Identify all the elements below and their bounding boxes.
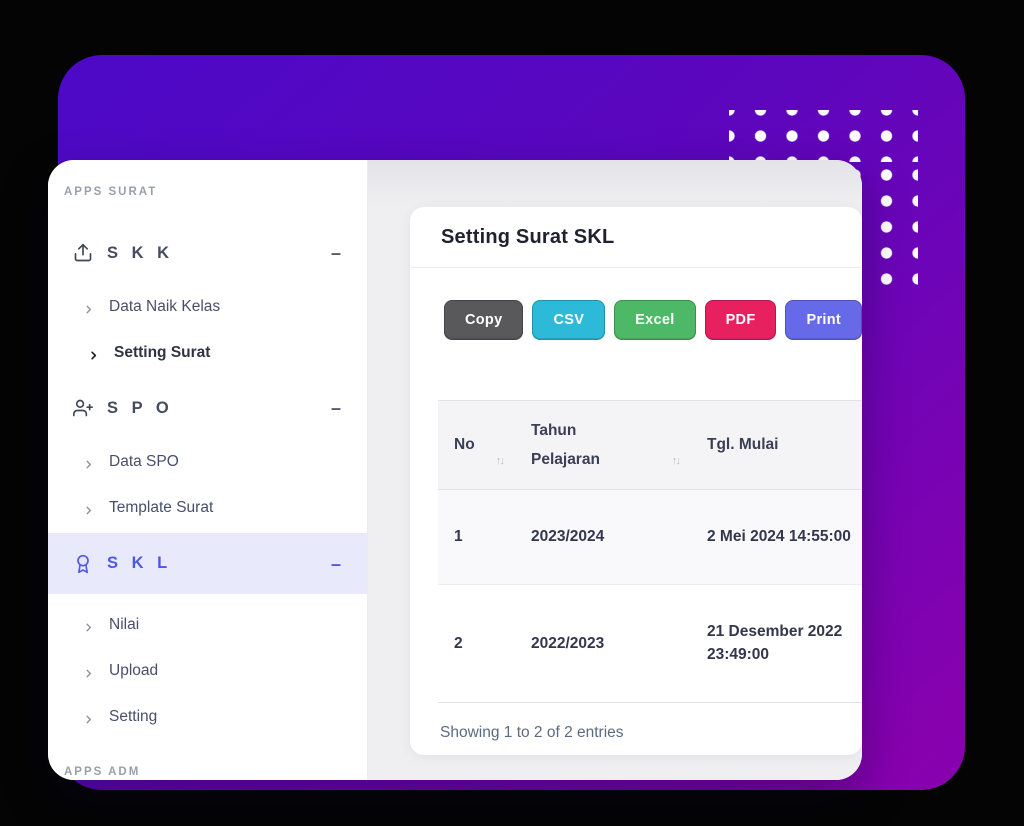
sidebar-group-skk[interactable]: S K K – [48,230,367,276]
setting-surat-skl-card: Setting Surat SKL Copy CSV Excel PDF Pri… [410,207,862,755]
pdf-button[interactable]: PDF [704,300,777,340]
sidebar-item-setting[interactable]: Setting [48,694,367,740]
sidebar-group-spo[interactable]: S P O – [48,385,367,431]
cell-tgl: 2 Mei 2024 14:55:00 [707,528,851,545]
chevron-right-icon [83,302,94,313]
sidebar-group-label: S K K [107,243,174,262]
cell-no: 2 [454,634,463,652]
csv-button[interactable]: CSV [532,300,606,340]
upload-icon [73,242,93,264]
main-content-area: Setting Surat SKL Copy CSV Excel PDF Pri… [368,160,862,780]
sidebar-group-skl[interactable]: S K L – [48,533,367,594]
sidebar-group-label: S P O [107,398,174,417]
chevron-right-icon [83,457,94,468]
table-entries-info: Showing 1 to 2 of 2 entries [440,724,624,742]
print-button[interactable]: Print [785,300,862,340]
sort-arrows-icon: ↑↓ [672,455,681,467]
sidebar-item-data-naik-kelas[interactable]: Data Naik Kelas [48,284,367,330]
export-toolbar: Copy CSV Excel PDF Print [410,268,862,340]
column-header-tgl-mulai[interactable]: Tgl. Mulai ↑↓ [691,400,862,490]
sidebar-section-apps-surat: APPS SURAT [64,186,158,198]
sidebar-item-upload[interactable]: Upload [48,648,367,694]
excel-button[interactable]: Excel [614,300,696,340]
table-header-row: No ↑↓ Tahun Pelajaran ↑↓ Tgl. Mulai ↑↓ [438,400,862,490]
table-row: 2 2022/2023 21 Desember 2022 23:49:00 [438,585,862,703]
chevron-right-icon [83,620,94,631]
chevron-right-icon [83,712,94,723]
collapse-minus-icon: – [330,398,341,418]
card-header: Setting Surat SKL [410,207,862,268]
sort-arrows-icon: ↑↓ [496,455,505,467]
dot-pattern-top [729,110,918,162]
settings-table: No ↑↓ Tahun Pelajaran ↑↓ Tgl. Mulai ↑↓ [438,400,862,703]
sidebar-item-nilai[interactable]: Nilai [48,602,367,648]
copy-button[interactable]: Copy [444,300,524,340]
sidebar-item-setting-surat[interactable]: Setting Surat [48,330,367,376]
dot-pattern-side [855,162,918,292]
sidebar-section-apps-adm: APPS ADM [64,766,141,778]
chevron-right-icon [88,348,99,360]
chevron-right-icon [83,503,94,514]
sidebar-item-data-spo[interactable]: Data SPO [48,439,367,485]
chevron-right-icon [83,666,94,677]
collapse-minus-icon: – [330,553,341,574]
page-title: Setting Surat SKL [441,225,615,248]
cell-tahun: 2022/2023 [531,634,605,652]
sidebar: APPS SURAT S K K – Data Naik Kelas Setti… [48,160,368,780]
column-header-tahun-pelajaran[interactable]: Tahun Pelajaran ↑↓ [515,400,691,490]
cell-no: 1 [454,528,463,545]
column-header-no[interactable]: No ↑↓ [438,400,515,490]
award-icon [73,553,93,575]
sidebar-group-label: S K L [107,554,172,572]
sidebar-item-template-surat[interactable]: Template Surat [48,485,367,531]
table-row: 1 2023/2024 2 Mei 2024 14:55:00 [438,489,862,585]
user-plus-icon [73,397,93,419]
app-window: APPS SURAT S K K – Data Naik Kelas Setti… [48,160,862,780]
collapse-minus-icon: – [330,243,341,263]
cell-tgl: 21 Desember 2022 23:49:00 [707,623,843,663]
cell-tahun: 2023/2024 [531,528,605,545]
